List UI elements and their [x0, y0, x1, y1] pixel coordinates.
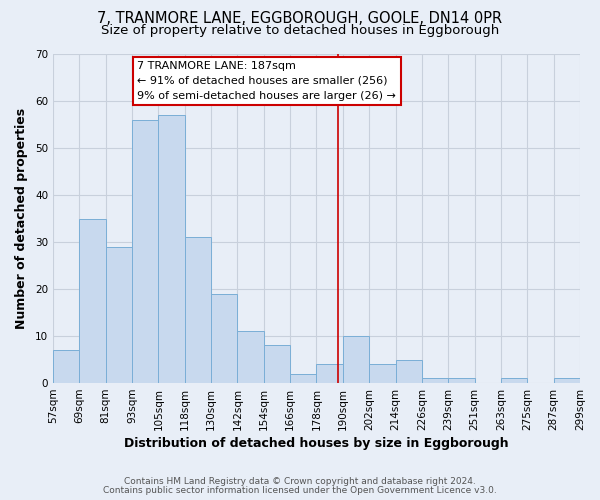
Bar: [501, 378, 527, 383]
X-axis label: Distribution of detached houses by size in Eggborough: Distribution of detached houses by size …: [124, 437, 509, 450]
Y-axis label: Number of detached properties: Number of detached properties: [15, 108, 28, 329]
Bar: [53, 350, 79, 383]
Bar: [395, 360, 422, 383]
Bar: [316, 364, 343, 383]
Bar: [158, 115, 185, 383]
Text: Contains HM Land Registry data © Crown copyright and database right 2024.: Contains HM Land Registry data © Crown c…: [124, 477, 476, 486]
Text: Contains public sector information licensed under the Open Government Licence v3: Contains public sector information licen…: [103, 486, 497, 495]
Bar: [369, 364, 395, 383]
Bar: [106, 246, 132, 383]
Bar: [290, 374, 316, 383]
Bar: [185, 238, 211, 383]
Bar: [79, 218, 106, 383]
Text: 7, TRANMORE LANE, EGGBOROUGH, GOOLE, DN14 0PR: 7, TRANMORE LANE, EGGBOROUGH, GOOLE, DN1…: [97, 11, 503, 26]
Bar: [264, 346, 290, 383]
Bar: [422, 378, 448, 383]
Bar: [132, 120, 158, 383]
Bar: [238, 332, 264, 383]
Text: 7 TRANMORE LANE: 187sqm
← 91% of detached houses are smaller (256)
9% of semi-de: 7 TRANMORE LANE: 187sqm ← 91% of detache…: [137, 61, 396, 100]
Bar: [343, 336, 369, 383]
Bar: [211, 294, 238, 383]
Bar: [448, 378, 475, 383]
Text: Size of property relative to detached houses in Eggborough: Size of property relative to detached ho…: [101, 24, 499, 37]
Bar: [554, 378, 580, 383]
